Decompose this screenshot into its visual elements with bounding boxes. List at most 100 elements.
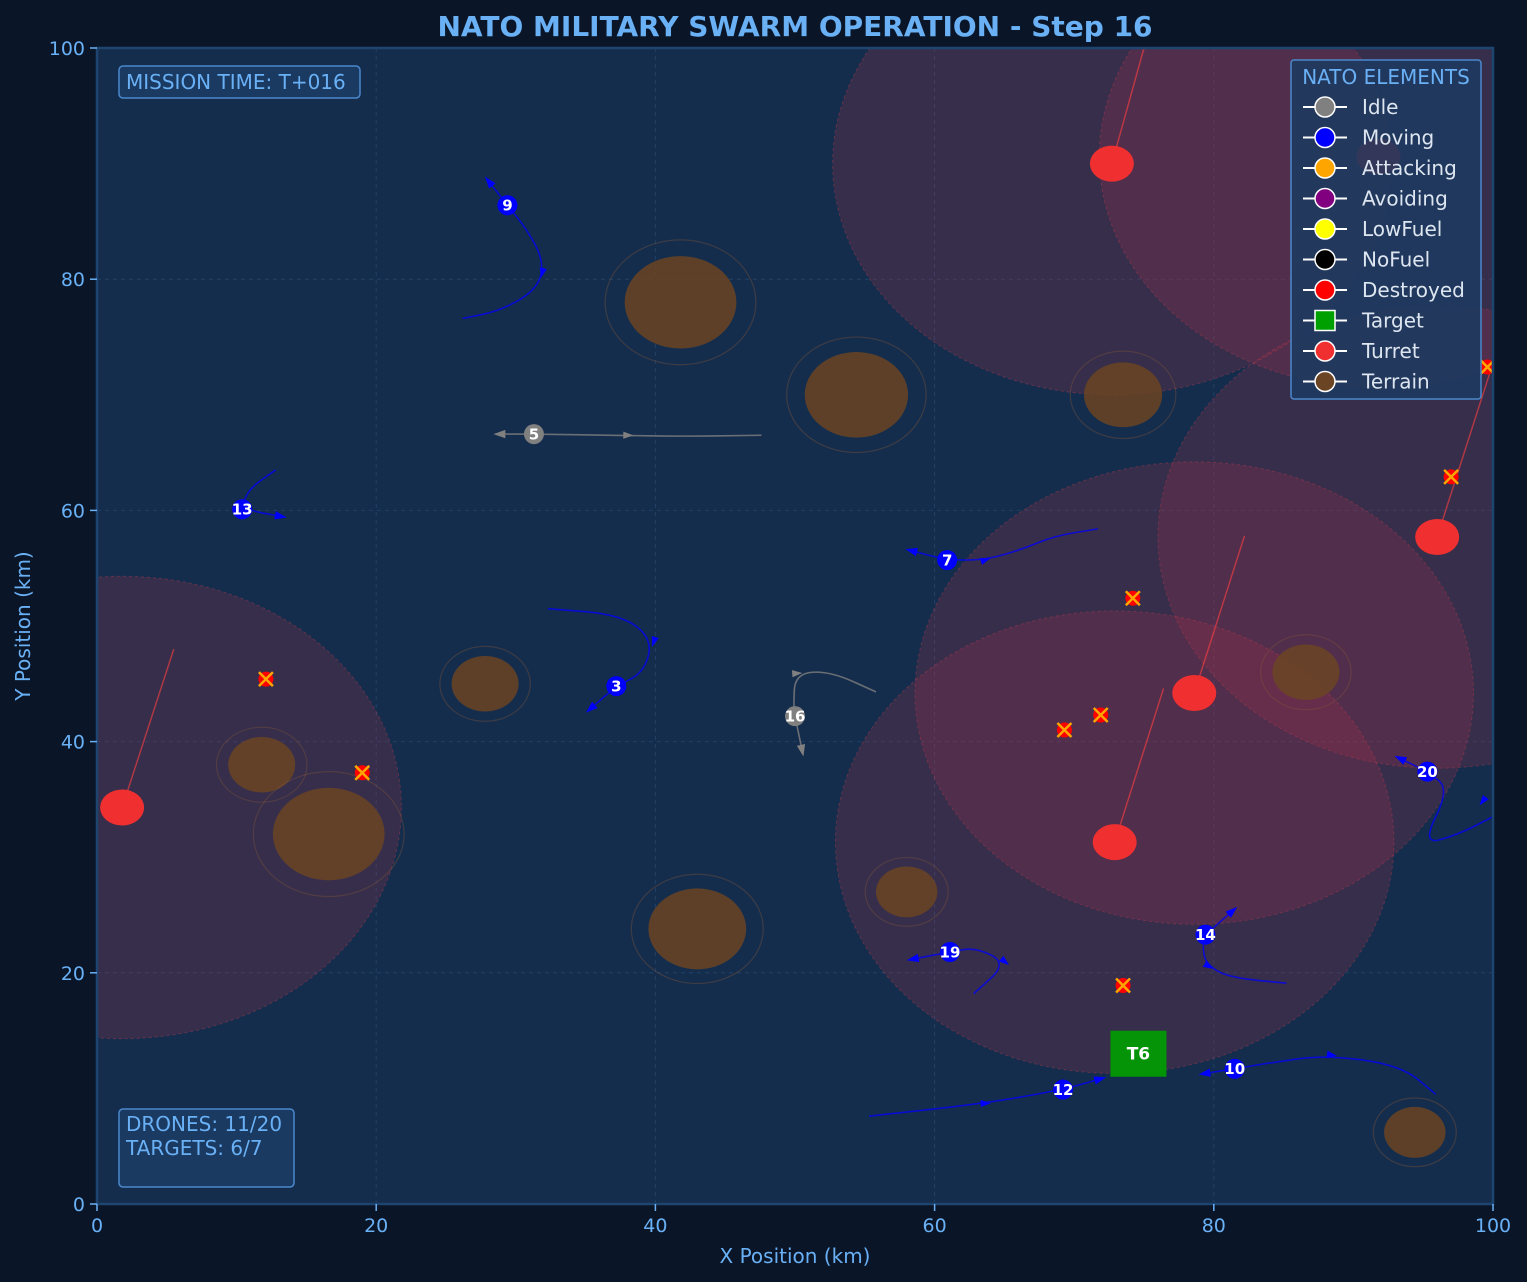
heading-arrow	[1198, 1068, 1211, 1077]
drone-marker	[785, 706, 805, 727]
heading-arrow	[493, 429, 506, 439]
drone-label: 13	[232, 501, 253, 519]
trail-arrow	[651, 635, 659, 647]
drone-label: 3	[611, 678, 621, 696]
legend-swatch	[1314, 340, 1336, 362]
trail-arrow	[539, 267, 547, 279]
legend-label: NoFuel	[1362, 248, 1430, 272]
terrain-ring	[215, 726, 308, 803]
heading-arrow	[796, 744, 806, 757]
drone-marker	[939, 941, 960, 962]
heading-arrow	[905, 548, 919, 557]
drone-marker	[232, 499, 253, 520]
destroyed-cross	[1443, 468, 1460, 485]
x-tick-label: 0	[91, 1215, 103, 1237]
heading-arrow	[1093, 1076, 1107, 1085]
drone-label: 14	[1195, 926, 1216, 944]
turret-beam	[1193, 535, 1246, 694]
drone-label: 9	[502, 197, 512, 215]
terrain-obstacle	[1083, 362, 1163, 428]
legend-label: Avoiding	[1362, 187, 1448, 211]
terrain-layer	[215, 239, 1457, 1168]
legend-swatch	[1314, 126, 1336, 149]
turret-range-zone	[1157, 305, 1493, 769]
plot-frame	[95, 46, 1495, 1206]
drone-trail	[243, 469, 281, 517]
trail-arrow	[1479, 795, 1489, 806]
legend: NATO ELEMENTS Idle Moving Attacking Avoidin…	[1290, 59, 1482, 400]
turret-beam	[1113, 688, 1165, 843]
drone-count: DRONES: 11/20	[126, 1112, 282, 1136]
drone-marker	[1195, 924, 1216, 945]
legend-title: NATO ELEMENTS	[1302, 65, 1470, 89]
terrain-obstacle	[875, 866, 938, 918]
mission-time: MISSION TIME: T+016	[126, 70, 346, 94]
legend-label: Turret	[1361, 339, 1420, 363]
drone-marker	[497, 195, 518, 216]
legend-swatch	[1314, 187, 1336, 210]
destroyed-cross	[1115, 977, 1131, 994]
legend-label: Destroyed	[1362, 278, 1465, 302]
drone-label: 10	[1224, 1060, 1245, 1078]
turret-beam	[121, 648, 175, 808]
y-axis-label: Y Position (km)	[11, 551, 35, 701]
turret-beams	[121, 48, 1491, 843]
y-tick-label: 80	[61, 269, 85, 291]
heading-arrow	[1225, 906, 1238, 918]
stats-box	[118, 1108, 295, 1188]
destroyed-cross	[1124, 590, 1141, 607]
turret-marker	[100, 789, 145, 826]
terrain-ring	[252, 771, 405, 898]
terrain-ring	[439, 645, 531, 722]
target-count: TARGETS: 6/7	[125, 1136, 263, 1160]
drone-label: 12	[1053, 1081, 1074, 1099]
turret-beam	[1436, 371, 1491, 538]
x-axis-label: X Position (km)	[720, 1244, 871, 1268]
terrain-ring	[604, 239, 757, 366]
destroyed-cross	[1092, 707, 1109, 723]
turret-marker	[1089, 145, 1134, 182]
legend-label: Moving	[1362, 126, 1434, 150]
terrain-obstacle	[624, 256, 737, 349]
trail-arrow	[998, 955, 1010, 966]
legend-label: Attacking	[1362, 156, 1457, 180]
x-tick-label: 60	[923, 1215, 947, 1237]
terrain-obstacle	[1384, 1106, 1446, 1158]
target-marker	[1110, 1030, 1167, 1077]
y-tick-label: 20	[61, 963, 85, 985]
drone-marker	[606, 676, 627, 697]
terrain-obstacle	[451, 656, 519, 712]
axis-ticks: 0 20 40 60 80 100 0 20 40 60 80 100	[49, 38, 1511, 1237]
turret-marker	[1172, 675, 1217, 712]
legend-swatch	[1314, 218, 1336, 240]
legend-label: LowFuel	[1362, 217, 1442, 241]
legend-label: Target	[1361, 309, 1424, 333]
y-tick-label: 100	[49, 38, 85, 60]
drone-marker	[937, 550, 958, 571]
heading-arrow	[906, 953, 920, 963]
legend-swatch	[1314, 309, 1336, 332]
drone-layer: 9 5 13 7 3 16 20 19 14 10 12	[232, 195, 1438, 1100]
terrain-ring	[786, 336, 927, 454]
chart-title: NATO MILITARY SWARM OPERATION - Step 16	[437, 10, 1152, 43]
drone-label: 7	[942, 552, 952, 570]
destroyed-cross	[354, 764, 371, 781]
plot-background	[97, 48, 1493, 1204]
turret-marker	[1415, 518, 1460, 555]
trail-arrow	[1326, 1050, 1337, 1058]
turret-beam	[1111, 48, 1145, 164]
drone-trail	[462, 181, 543, 320]
trail-arrow	[1202, 960, 1214, 969]
terrain-ring	[1260, 634, 1352, 711]
heading-arrow	[274, 511, 287, 520]
terrain-obstacle	[272, 787, 385, 881]
terrain-obstacle	[228, 736, 296, 793]
y-tick-label: 40	[61, 732, 85, 754]
mission-time-box	[118, 65, 361, 99]
target-label: T6	[1127, 1045, 1150, 1065]
trail-arrow	[623, 431, 634, 439]
drone-label: 19	[940, 943, 961, 961]
x-tick-label: 40	[643, 1215, 667, 1237]
drone-marker	[1224, 1058, 1245, 1079]
